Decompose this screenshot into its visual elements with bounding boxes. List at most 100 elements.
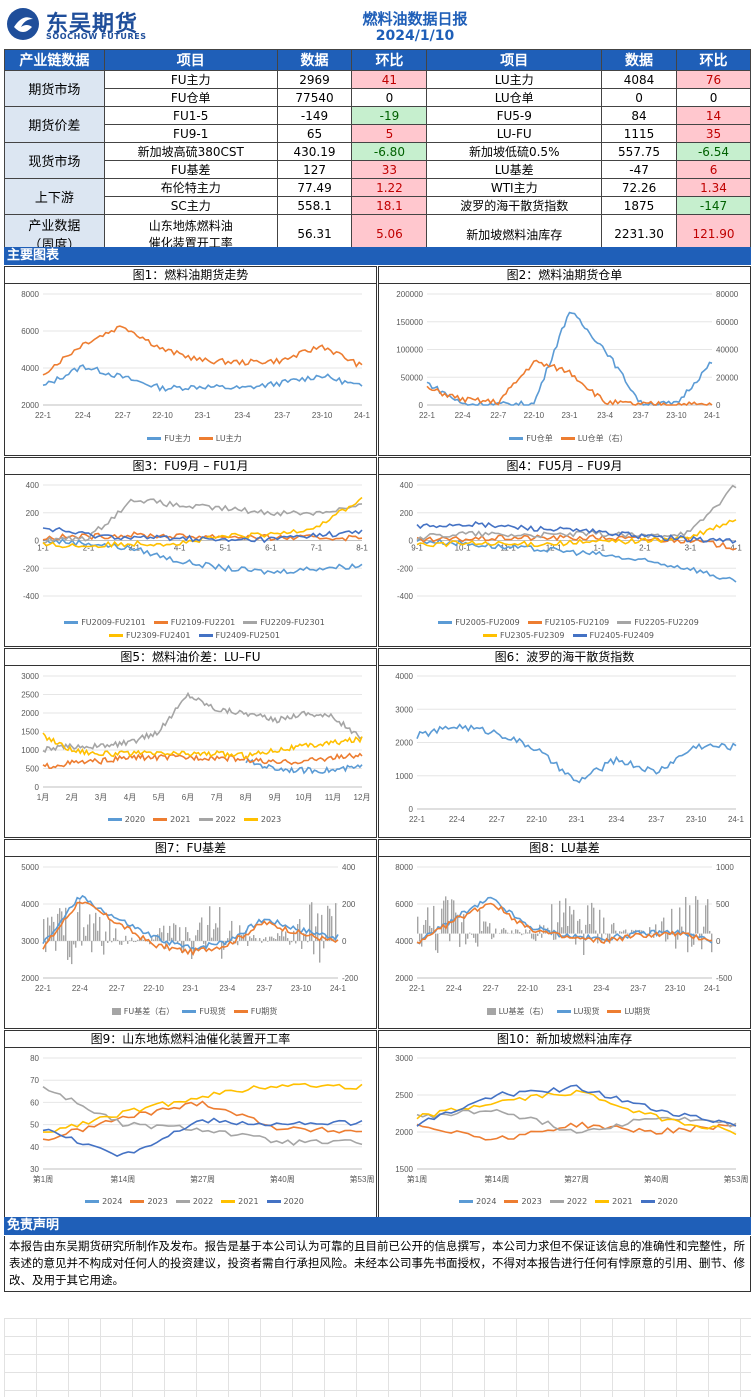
basis-bar — [539, 924, 541, 934]
basis-bar — [131, 937, 133, 941]
charts-grid: 图1：燃料油期货走势 8000 6000 4000 2000 22-1 22-4 22-7 22… — [4, 266, 751, 1220]
basis-bar — [471, 933, 473, 935]
legend-label: 2024 — [102, 1197, 123, 1206]
x-tick-label: 23-4 — [219, 984, 236, 993]
basis-bar — [49, 925, 51, 941]
y-tick-label: 1500 — [395, 1165, 413, 1174]
table-row: 期货价差 FU1-5 -149 -19 FU5-9 84 14 — [4, 106, 751, 143]
basis-bar — [697, 899, 699, 934]
legend-swatch — [182, 1010, 197, 1013]
series-line-FU2005-FU2009 — [416, 537, 737, 583]
basis-bar — [87, 924, 89, 941]
x-tick-label: 23-7 — [630, 984, 647, 993]
y2-tick-label: 0 — [342, 937, 347, 946]
basis-bar — [71, 940, 73, 965]
basis-bar — [229, 930, 231, 941]
x-tick-label: 22-1 — [409, 815, 426, 824]
basis-bar — [475, 933, 477, 943]
x-tick-label: 10月 — [296, 793, 313, 802]
basis-bar — [569, 906, 571, 934]
legend-label: 2024 — [476, 1197, 497, 1206]
basis-bar — [583, 933, 585, 955]
basis-bar — [611, 924, 613, 934]
basis-bar — [517, 929, 519, 934]
basis-bar — [241, 934, 243, 941]
y2-tick-label: 500 — [716, 900, 730, 909]
basis-bar — [175, 924, 177, 941]
basis-bar — [73, 940, 75, 945]
x-tick-label: 24-1 — [704, 411, 721, 420]
legend-label: FU2305-FU2309 — [499, 631, 565, 640]
chart-legend: FU主力 LU主力 — [5, 433, 376, 444]
x-tick-label: 第27周 — [190, 1174, 215, 1184]
basis-bar — [463, 914, 465, 934]
x-tick-label: 23-4 — [234, 411, 251, 420]
basis-bar — [163, 925, 165, 941]
legend-label: FU基差（右） — [123, 1007, 175, 1016]
basis-bar — [623, 930, 625, 934]
legend-swatch — [243, 818, 258, 821]
basis-bar — [115, 928, 117, 941]
category-cell: 期货市场 — [4, 70, 105, 107]
y-tick-label: 1000 — [395, 772, 413, 781]
x-tick-label: 3月 — [95, 793, 107, 802]
basis-bar — [489, 923, 491, 934]
y-tick-label: -400 — [397, 592, 414, 601]
y-tick-label: 200 — [400, 509, 414, 518]
basis-bar — [445, 896, 447, 934]
x-tick-label: 7月 — [211, 793, 223, 802]
basis-bar — [101, 940, 103, 946]
legend-swatch — [266, 1200, 281, 1203]
y-tick-label: 3000 — [21, 672, 39, 681]
y-tick-label: 3000 — [21, 937, 39, 946]
y-tick-label: 3000 — [395, 705, 413, 714]
y-tick-label: 2000 — [395, 1128, 413, 1137]
item-cell: SC主力 — [103, 196, 278, 215]
basis-bar — [187, 932, 189, 941]
x-tick-label: 23-10 — [291, 984, 312, 993]
basis-bar — [309, 904, 311, 941]
table-row: 现货市场 新加坡高硫380CST 430.19 -6.80 新加坡低硫0.5% 557.7… — [4, 142, 751, 179]
y-tick-label: 2000 — [395, 739, 413, 748]
legend-label: FU2009-FU2101 — [81, 618, 146, 627]
legend-label: 2020 — [657, 1197, 678, 1206]
legend-label: 2020 — [283, 1197, 304, 1206]
legend-label: 2023 — [521, 1197, 542, 1206]
x-tick-label: 第53周 — [724, 1174, 749, 1184]
series-line-2021 — [42, 752, 363, 770]
legend-label: 2022 — [566, 1197, 588, 1206]
basis-bar — [631, 929, 633, 934]
item-cell: LU主力 — [426, 70, 603, 89]
chart-panel-5: 图5：燃料油价差：LU–FU 3000 2500 2000 1500 1000 500 0 1月… — [4, 648, 377, 838]
x-tick-label: 2-1 — [639, 544, 651, 553]
basis-bar — [495, 928, 497, 934]
basis-bar — [79, 900, 81, 941]
y-tick-label: 50000 — [401, 373, 424, 382]
legend-label: FU2309-FU2401 — [125, 631, 191, 640]
value-cell: 0 — [601, 88, 678, 107]
basis-bar — [143, 939, 145, 941]
basis-bar — [153, 939, 155, 941]
basis-bar — [525, 929, 527, 934]
x-tick-label: 第14周 — [110, 1174, 135, 1184]
legend-swatch — [147, 437, 162, 440]
basis-bar — [179, 927, 181, 941]
basis-bar — [249, 936, 251, 941]
x-tick-label: 23-1 — [561, 411, 578, 420]
legend-swatch — [198, 437, 213, 440]
basis-bar — [269, 936, 271, 941]
y-tick-label: 2000 — [395, 974, 413, 983]
x-tick-label: 11-1 — [500, 544, 516, 553]
y-tick-label: 200 — [26, 509, 40, 518]
basis-bar — [429, 925, 431, 934]
change-cell: 33 — [351, 160, 428, 179]
basis-bar — [675, 933, 677, 949]
basis-bar — [255, 938, 257, 941]
legend-swatch — [549, 1200, 564, 1203]
series-line-LU期货 — [416, 902, 713, 945]
series-line-FU期货 — [42, 901, 339, 956]
series-line-2022 — [42, 691, 363, 754]
basis-bar — [565, 898, 567, 934]
item-cell: LU-FU — [426, 124, 603, 143]
basis-bar — [521, 933, 523, 936]
